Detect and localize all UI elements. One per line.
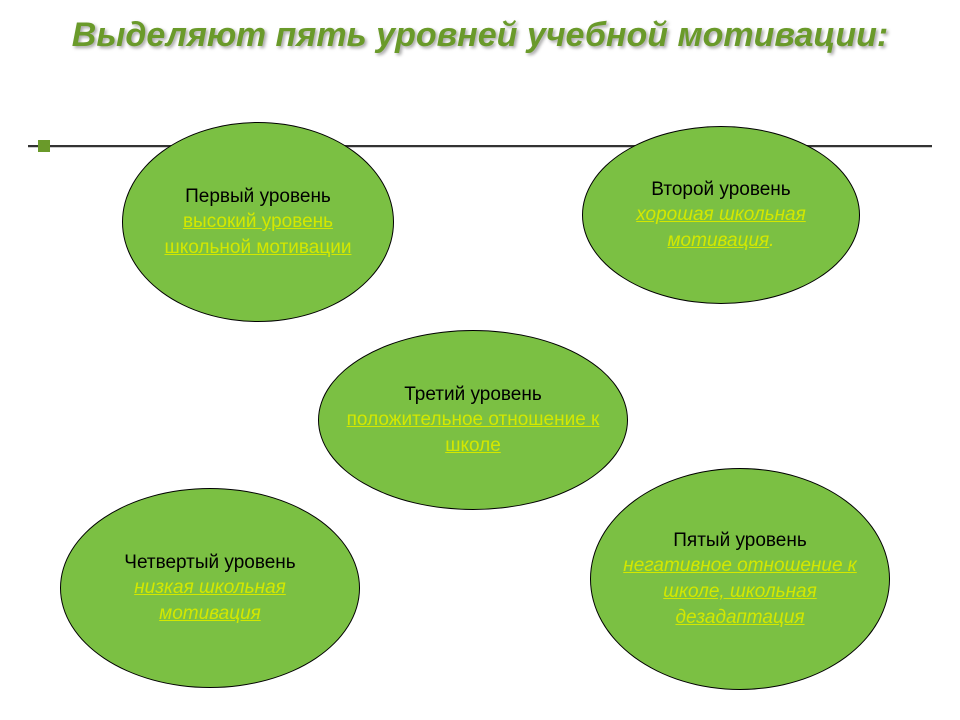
bubble-level-3: Третий уровеньположительное отношение к … xyxy=(318,330,628,510)
level-description: высокий уровень школьной мотивации xyxy=(145,209,371,260)
level-name: Пятый уровень xyxy=(673,528,806,554)
level-description: хорошая школьная мотивация. xyxy=(605,202,837,253)
level-name: Четвертый уровень xyxy=(124,550,295,576)
level-description: низкая школьная мотивация xyxy=(83,575,337,626)
bubble-level-1: Первый уровеньвысокий уровень школьной м… xyxy=(122,122,394,322)
level-name: Первый уровень xyxy=(185,184,331,210)
divider-square xyxy=(38,140,50,152)
level-name: Второй уровень xyxy=(651,177,790,203)
level-description: положительное отношение к школе xyxy=(341,407,605,458)
bubble-level-2: Второй уровеньхорошая школьная мотивация… xyxy=(582,126,860,304)
level-description: негативное отношение к школе, школьная д… xyxy=(613,553,867,630)
level-name: Третий уровень xyxy=(404,382,542,408)
bubble-level-5: Пятый уровеньнегативное отношение к школ… xyxy=(590,468,890,690)
page-title: Выделяют пять уровней учебной мотивации: xyxy=(0,0,960,57)
bubble-level-4: Четвертый уровеньнизкая школьная мотивац… xyxy=(60,488,360,688)
title-text: Выделяют пять уровней учебной мотивации: xyxy=(72,16,888,54)
